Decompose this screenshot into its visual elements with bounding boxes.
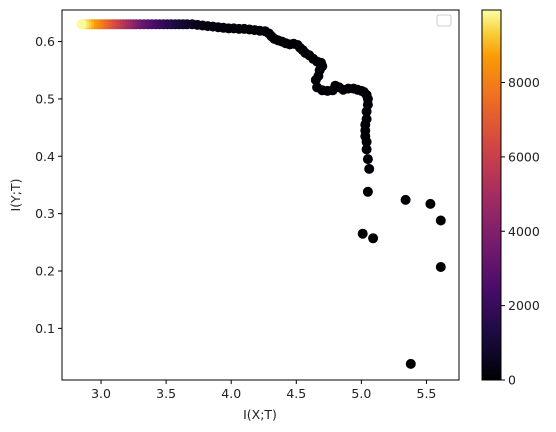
x-tick-label: 5.0 [351, 386, 371, 401]
colorbar-ticks: 0 2000 4000 6000 8000 [501, 75, 540, 388]
data-point [362, 186, 373, 197]
x-axis: 3.0 3.5 4.0 4.5 5.0 5.5 [91, 380, 436, 401]
colorbar-tick-label: 2000 [508, 298, 540, 313]
data-point [368, 233, 379, 244]
data-point [425, 198, 436, 209]
data-point [316, 57, 326, 68]
x-tick-label: 4.5 [286, 386, 306, 401]
y-axis: 0.1 0.2 0.3 0.4 0.5 0.6 [35, 34, 62, 336]
data-point [405, 358, 416, 369]
data-point [400, 194, 411, 205]
y-tick-label: 0.3 [35, 206, 55, 221]
y-tick-label: 0.5 [35, 91, 55, 106]
y-tick-label: 0.6 [35, 34, 55, 49]
x-tick-label: 3.5 [156, 386, 176, 401]
data-point [361, 144, 372, 155]
data-point [435, 262, 446, 272]
colorbar-tick-label: 4000 [508, 224, 540, 239]
data-points [76, 19, 446, 369]
plot-frame [61, 9, 460, 381]
y-tick-label: 0.2 [35, 264, 55, 279]
x-tick-label: 3.0 [91, 386, 111, 401]
data-point [361, 106, 372, 117]
data-point [76, 19, 87, 30]
data-point [313, 71, 324, 81]
data-point [362, 154, 373, 165]
data-point [361, 136, 372, 147]
data-point [308, 53, 319, 64]
colorbar-tick-label: 6000 [508, 149, 540, 164]
x-tick-label: 5.5 [417, 386, 437, 401]
data-point [435, 215, 446, 226]
y-axis-label: I(Y;T) [8, 179, 23, 212]
legend-box [436, 14, 452, 27]
x-tick-label: 4.0 [221, 386, 241, 401]
colorbar [481, 9, 502, 381]
y-tick-label: 0.4 [35, 149, 55, 164]
data-point [348, 83, 359, 94]
y-tick-label: 0.1 [35, 321, 55, 336]
x-axis-label: I(X;T) [243, 407, 277, 422]
data-point [357, 228, 368, 239]
data-point [322, 85, 333, 96]
data-point [364, 163, 375, 174]
colorbar-tick-label: 8000 [508, 75, 540, 90]
colorbar-tick-label: 0 [508, 373, 516, 388]
